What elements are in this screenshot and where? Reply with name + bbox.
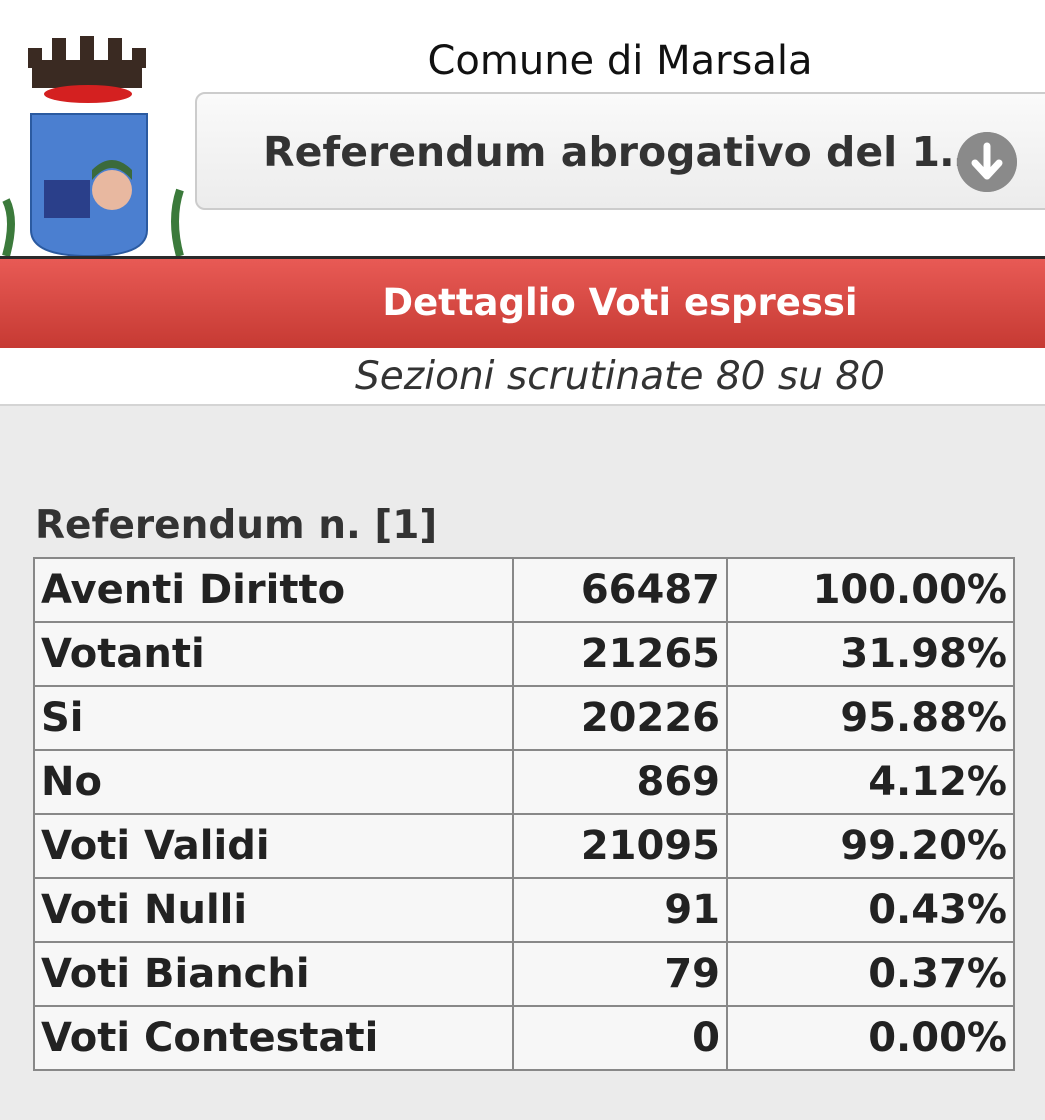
- header: Comune di Marsala Referendum abrogativo …: [0, 0, 1045, 256]
- coat-of-arms-logo: [2, 36, 184, 256]
- table-row: Voti Contestati 0 0.00%: [33, 1005, 1015, 1071]
- row-label: Si: [33, 685, 514, 751]
- subtitle-bar: Sezioni scrutinate 80 su 80: [0, 348, 1045, 406]
- row-count: 869: [512, 749, 728, 815]
- row-label: Voti Contestati: [33, 1005, 514, 1071]
- referendum-title: Referendum n. [1]: [35, 503, 438, 548]
- row-percent: 0.43%: [726, 877, 1015, 943]
- row-percent: 0.00%: [726, 1005, 1015, 1071]
- row-percent: 100.00%: [726, 557, 1015, 623]
- table-row: Voti Nulli 91 0.43%: [33, 877, 1015, 943]
- row-percent: 99.20%: [726, 813, 1015, 879]
- row-label: Voti Nulli: [33, 877, 514, 943]
- table-row: Aventi Diritto 66487 100.00%: [33, 557, 1015, 623]
- row-percent: 4.12%: [726, 749, 1015, 815]
- row-count: 79: [512, 941, 728, 1007]
- row-percent: 31.98%: [726, 621, 1015, 687]
- table-row: Voti Validi 21095 99.20%: [33, 813, 1015, 879]
- table-row: No 869 4.12%: [33, 749, 1015, 815]
- municipality-name: Comune di Marsala: [427, 38, 813, 84]
- section-title: Dettaglio Voti espressi: [382, 281, 858, 324]
- row-count: 0: [512, 1005, 728, 1071]
- election-select-value: Referendum abrogativo del 1…: [263, 128, 982, 176]
- row-percent: 0.37%: [726, 941, 1015, 1007]
- row-label: Aventi Diritto: [33, 557, 514, 623]
- row-label: No: [33, 749, 514, 815]
- row-label: Voti Bianchi: [33, 941, 514, 1007]
- row-count: 21095: [512, 813, 728, 879]
- election-select[interactable]: Referendum abrogativo del 1…: [195, 92, 1045, 210]
- row-count: 20226: [512, 685, 728, 751]
- table-row: Si 20226 95.88%: [33, 685, 1015, 751]
- row-label: Votanti: [33, 621, 514, 687]
- results-table: Aventi Diritto 66487 100.00% Votanti 21265 31…: [33, 557, 1015, 1071]
- sections-counted: Sezioni scrutinate 80 su 80: [355, 354, 885, 399]
- row-label: Voti Validi: [33, 813, 514, 879]
- table-row: Votanti 21265 31.98%: [33, 621, 1015, 687]
- row-percent: 95.88%: [726, 685, 1015, 751]
- arrow-down-circle-icon: [957, 132, 1017, 192]
- section-header: Dettaglio Voti espressi: [0, 256, 1045, 348]
- row-count: 21265: [512, 621, 728, 687]
- table-row: Voti Bianchi 79 0.37%: [33, 941, 1015, 1007]
- row-count: 66487: [512, 557, 728, 623]
- row-count: 91: [512, 877, 728, 943]
